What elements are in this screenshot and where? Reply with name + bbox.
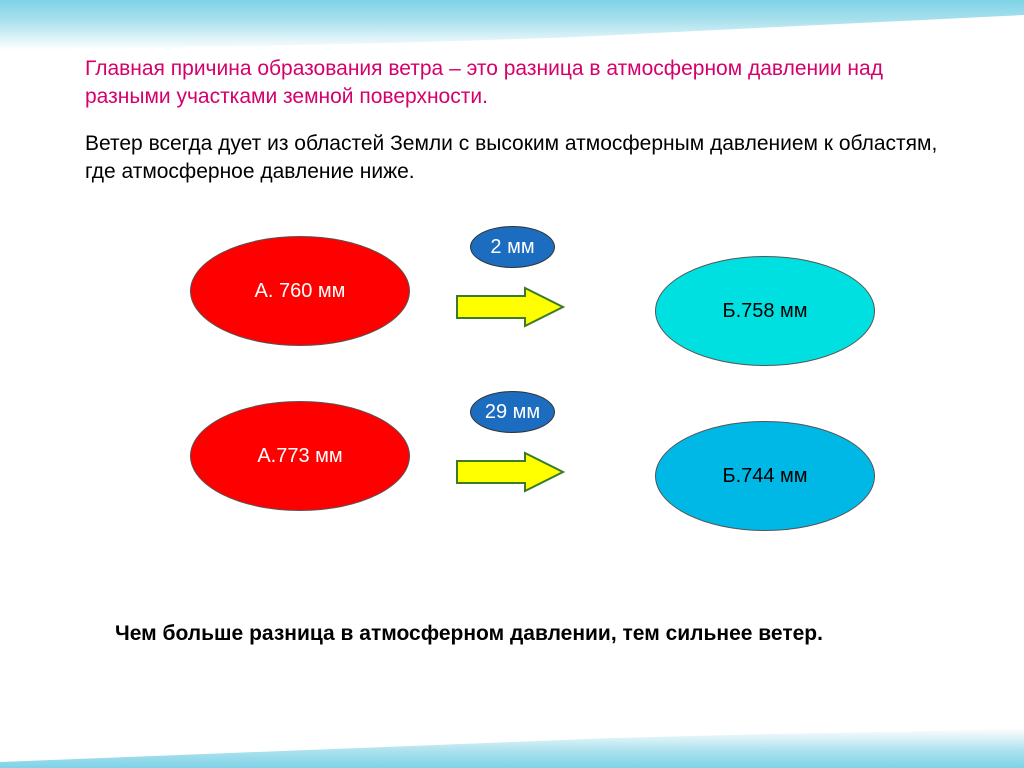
pressure-diagram: А. 760 мм 2 мм Б.758 мм А.773 мм 29 мм Б… [115,216,939,556]
conclusion-text: Чем больше разница в атмосферном давлени… [115,620,865,648]
label-a2: А.773 мм [257,445,342,468]
arrow-right-icon [455,451,565,493]
diff-label-2: 29 мм [485,401,540,424]
subtext: Ветер всегда дует из областей Земли с вы… [85,130,939,187]
low-pressure-ellipse-1: Б.758 мм [655,256,875,366]
difference-badge-2: 29 мм [470,391,555,433]
heading-text: Главная причина образования ветра – это … [85,55,939,112]
diff-label-1: 2 мм [490,236,534,259]
label-a1: А. 760 мм [255,280,346,303]
high-pressure-ellipse-1: А. 760 мм [190,236,410,346]
decorative-wave-top [0,0,1024,50]
decorative-wave-bottom [0,728,1024,768]
high-pressure-ellipse-2: А.773 мм [190,401,410,511]
low-pressure-ellipse-2: Б.744 мм [655,421,875,531]
label-b2: Б.744 мм [722,465,807,488]
label-b1: Б.758 мм [722,300,807,323]
arrow-right-icon [455,286,565,328]
difference-badge-1: 2 мм [470,226,555,268]
slide-content: Главная причина образования ветра – это … [85,55,939,556]
